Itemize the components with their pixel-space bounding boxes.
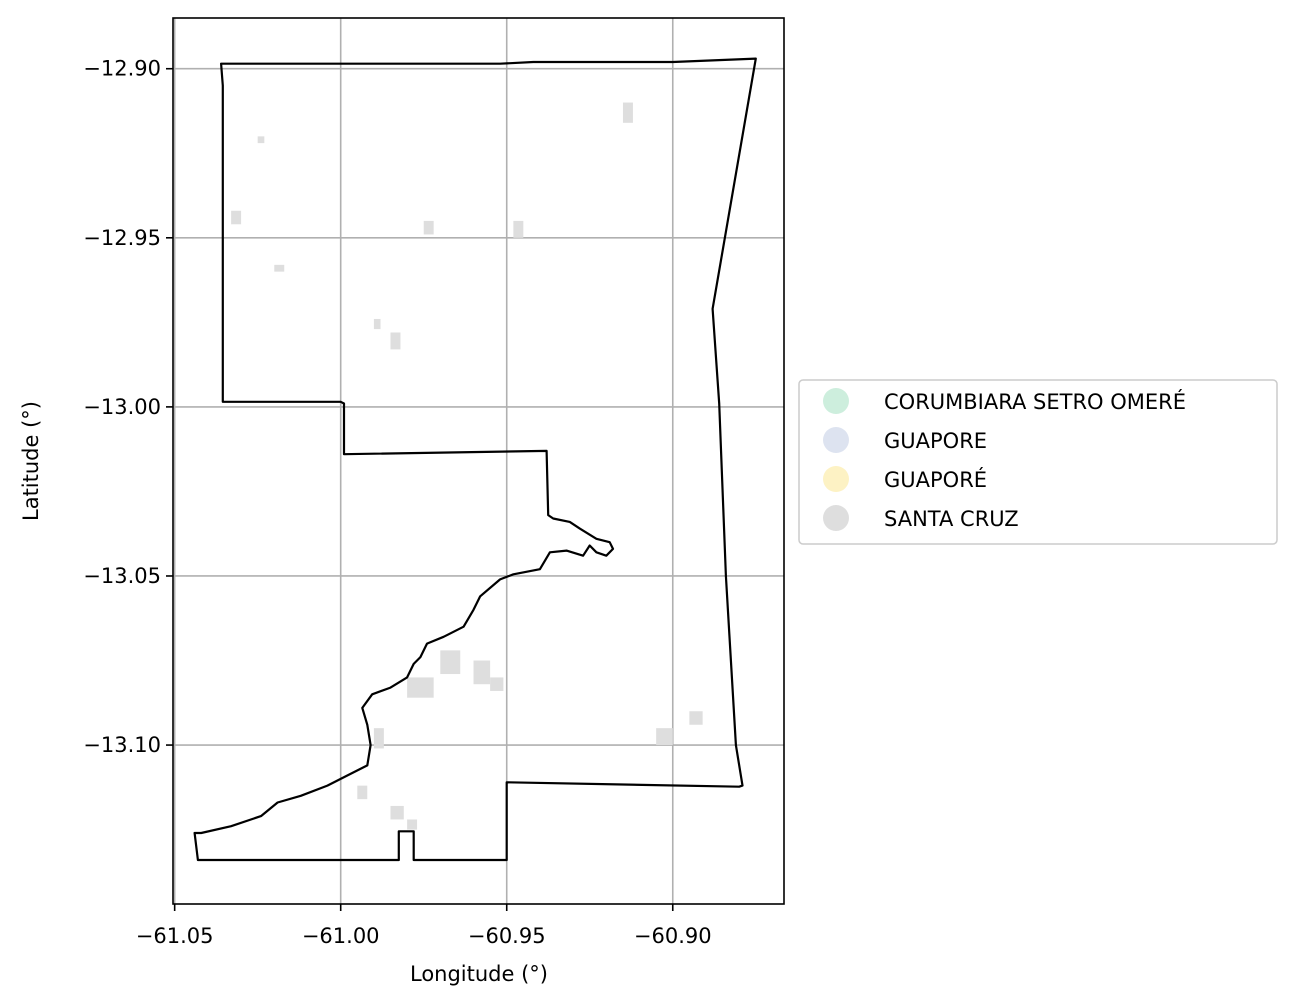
axis-ticks: −61.05 −61.00 −60.95 −60.90 −12.90 −12.95 −13.…: [83, 57, 711, 948]
x-tick-label: −60.90: [634, 924, 712, 948]
legend-label: CORUMBIARA SETRO OMERÉ: [884, 389, 1186, 414]
x-tick-label: −60.95: [468, 924, 546, 948]
land-patch: [274, 264, 285, 272]
santa-cruz-patches: [231, 102, 703, 830]
land-patch: [656, 728, 673, 746]
land-patch: [357, 785, 368, 800]
y-tick-label: −13.10: [83, 733, 161, 757]
land-patch: [407, 819, 418, 830]
legend-label: GUAPORE: [884, 429, 987, 453]
legend-label: SANTA CRUZ: [884, 507, 1019, 531]
y-tick-label: −13.00: [83, 395, 161, 419]
land-patch: [390, 332, 401, 350]
map-boundary: [193, 57, 757, 862]
legend-marker: [823, 427, 849, 453]
legend-frame: [798, 379, 1278, 545]
land-patch: [440, 650, 461, 675]
land-patch: [622, 102, 633, 123]
legend-label: GUAPORÉ: [884, 467, 987, 492]
land-patch: [407, 677, 434, 698]
y-tick-label: −12.90: [83, 57, 161, 81]
land-patch: [473, 660, 491, 685]
x-axis-title: Longitude (°): [410, 962, 548, 986]
legend-marker: [823, 466, 849, 492]
land-patch: [373, 318, 381, 330]
land-patch: [231, 210, 242, 225]
land-patch: [390, 805, 404, 820]
land-patch: [689, 711, 703, 725]
land-patch: [490, 677, 504, 691]
land-patch: [423, 220, 434, 235]
gridlines: [173, 18, 784, 904]
land-patch: [257, 136, 265, 144]
y-tick-label: −13.05: [83, 564, 161, 588]
axes-frame: [172, 17, 785, 905]
legend: CORUMBIARA SETRO OMERÉ GUAPORE GUAPORÉ SANT…: [798, 379, 1278, 545]
y-tick-label: −12.95: [83, 226, 161, 250]
land-patch: [373, 728, 384, 749]
legend-marker: [823, 505, 849, 531]
land-patch: [513, 220, 524, 238]
y-axis-title: Latitude (°): [19, 401, 43, 521]
x-tick-label: −61.00: [302, 924, 380, 948]
x-tick-label: −61.05: [136, 924, 214, 948]
legend-marker: [823, 388, 849, 414]
